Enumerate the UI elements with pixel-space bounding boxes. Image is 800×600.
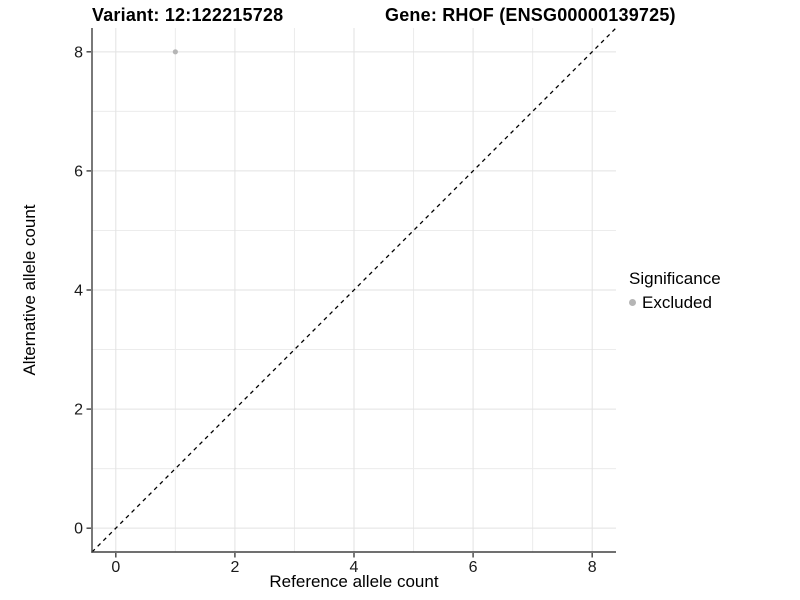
- legend-entry: Excluded: [629, 292, 721, 313]
- gene-title: Gene: RHOF (ENSG00000139725): [385, 5, 676, 25]
- y-tick-label: 4: [74, 283, 83, 300]
- data-point: [172, 49, 178, 55]
- y-tick-label: 2: [74, 402, 83, 419]
- legend-title: Significance: [629, 269, 721, 288]
- legend-entry-label: Excluded: [642, 293, 712, 313]
- x-tick-label: 2: [230, 559, 239, 576]
- identity-line: [91, 27, 617, 553]
- legend: Significance Excluded: [629, 268, 721, 314]
- x-tick-label: 4: [350, 559, 359, 576]
- y-tick-label: 6: [74, 163, 83, 180]
- y-tick-label: 8: [74, 44, 83, 61]
- x-axis-title: Reference allele count: [269, 572, 439, 591]
- variant-title: Variant: 12:122215728: [92, 5, 284, 25]
- legend-key-dot: [629, 299, 636, 307]
- x-tick-label: 6: [469, 559, 478, 576]
- y-axis-title: Alternative allele count: [20, 204, 39, 376]
- x-tick-label: 8: [588, 559, 597, 576]
- y-tick-label: 0: [74, 521, 83, 538]
- x-tick-label: 0: [111, 559, 120, 576]
